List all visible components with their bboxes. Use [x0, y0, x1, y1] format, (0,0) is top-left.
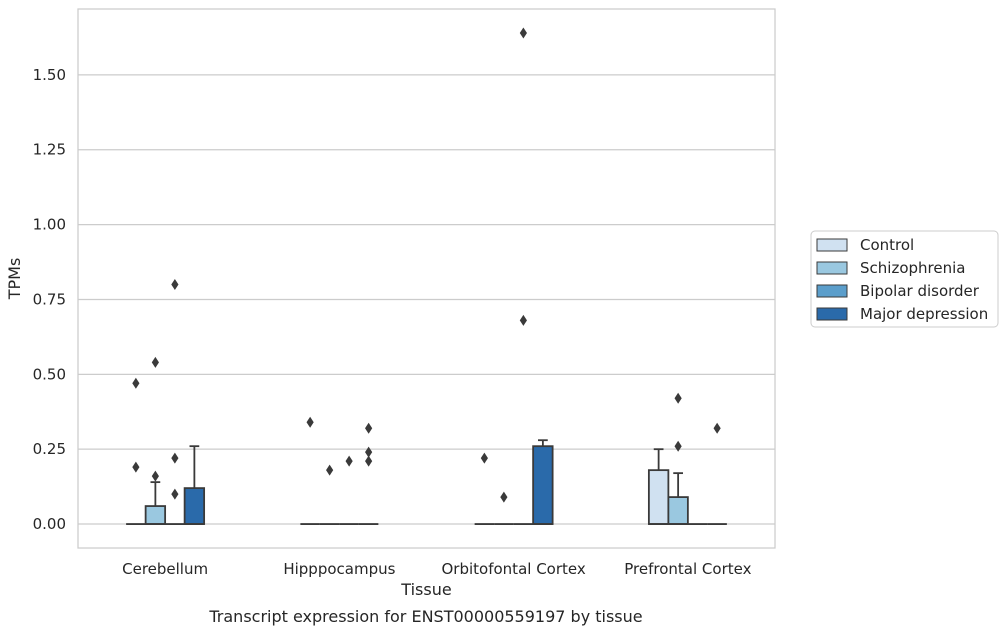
- x-tick-label: Orbitofontal Cortex: [442, 560, 586, 578]
- box-group: [707, 422, 727, 525]
- outlier-point: [171, 278, 179, 290]
- y-axis-label: TPMs: [5, 258, 24, 301]
- chart-caption: Transcript expression for ENST0000055919…: [208, 607, 642, 626]
- legend-label: Major depression: [860, 305, 988, 323]
- legend-label: Control: [860, 236, 914, 254]
- outlier-point: [326, 464, 334, 476]
- x-tick-label: Cerebellum: [122, 560, 208, 578]
- y-tick-label: 0.25: [33, 440, 66, 458]
- box: [532, 445, 554, 525]
- outlier-point: [500, 491, 508, 503]
- x-axis-label: Tissue: [400, 580, 451, 599]
- legend-swatch: [816, 261, 848, 275]
- box-group: [494, 491, 514, 525]
- outlier-point: [365, 455, 373, 467]
- box-group: [319, 464, 340, 525]
- outlier-point: [132, 461, 140, 473]
- outlier-point: [480, 452, 488, 464]
- box-group: [667, 392, 689, 525]
- outlier-point: [132, 377, 140, 389]
- outlier-point: [171, 452, 179, 464]
- box: [144, 505, 167, 525]
- y-tick-label: 0.50: [33, 365, 66, 383]
- y-tick-label: 0.75: [33, 290, 66, 308]
- outlier-point: [151, 470, 159, 482]
- box-group: [339, 455, 359, 525]
- y-tick-label: 1.25: [33, 141, 66, 159]
- outlier-point: [306, 416, 314, 428]
- x-axis-ticks: Cerebellum Hipppocampus Orbitofontal Corte…: [122, 560, 751, 578]
- legend: Control Schizophrenia Bipolar disorder Majo…: [810, 230, 999, 328]
- gridlines: [78, 74, 775, 525]
- legend-swatch: [816, 238, 848, 252]
- box-group: [358, 422, 379, 525]
- legend-frame: [810, 230, 999, 328]
- outlier-point: [345, 455, 353, 467]
- x-tick-label: Prefrontal Cortex: [624, 560, 751, 578]
- outlier-point: [713, 422, 721, 434]
- outlier-point: [365, 446, 373, 458]
- y-tick-label: 0.00: [33, 515, 66, 533]
- legend-swatch: [816, 307, 848, 321]
- outlier-point: [519, 314, 527, 326]
- box-group: [474, 452, 495, 525]
- box-group: [144, 356, 167, 525]
- y-tick-label: 1.50: [33, 66, 66, 84]
- outlier-point: [519, 27, 527, 39]
- y-tick-label: 1.00: [33, 216, 66, 234]
- box: [647, 469, 670, 525]
- legend-label: Bipolar disorder: [860, 282, 980, 300]
- outlier-point: [151, 356, 159, 368]
- box-group: [647, 448, 670, 525]
- box-group: [165, 278, 185, 525]
- box-group: [300, 416, 320, 525]
- box: [183, 487, 206, 525]
- box-marks: [126, 27, 727, 525]
- outlier-point: [365, 422, 373, 434]
- box-group: [513, 27, 534, 525]
- plot-area-frame: [77, 8, 776, 549]
- legend-label: Schizophrenia: [860, 259, 965, 277]
- outlier-point: [674, 392, 682, 404]
- outlier-point: [674, 440, 682, 452]
- box-group: [532, 439, 554, 525]
- box-group: [183, 445, 206, 525]
- box-group: [126, 377, 146, 525]
- outlier-point: [171, 488, 179, 500]
- x-tick-label: Hipppocampus: [283, 560, 395, 578]
- box: [667, 496, 689, 525]
- legend-swatch: [816, 284, 848, 298]
- y-axis-ticks: 0.00 0.25 0.50 0.75 1.00 1.25 1.50: [33, 66, 66, 533]
